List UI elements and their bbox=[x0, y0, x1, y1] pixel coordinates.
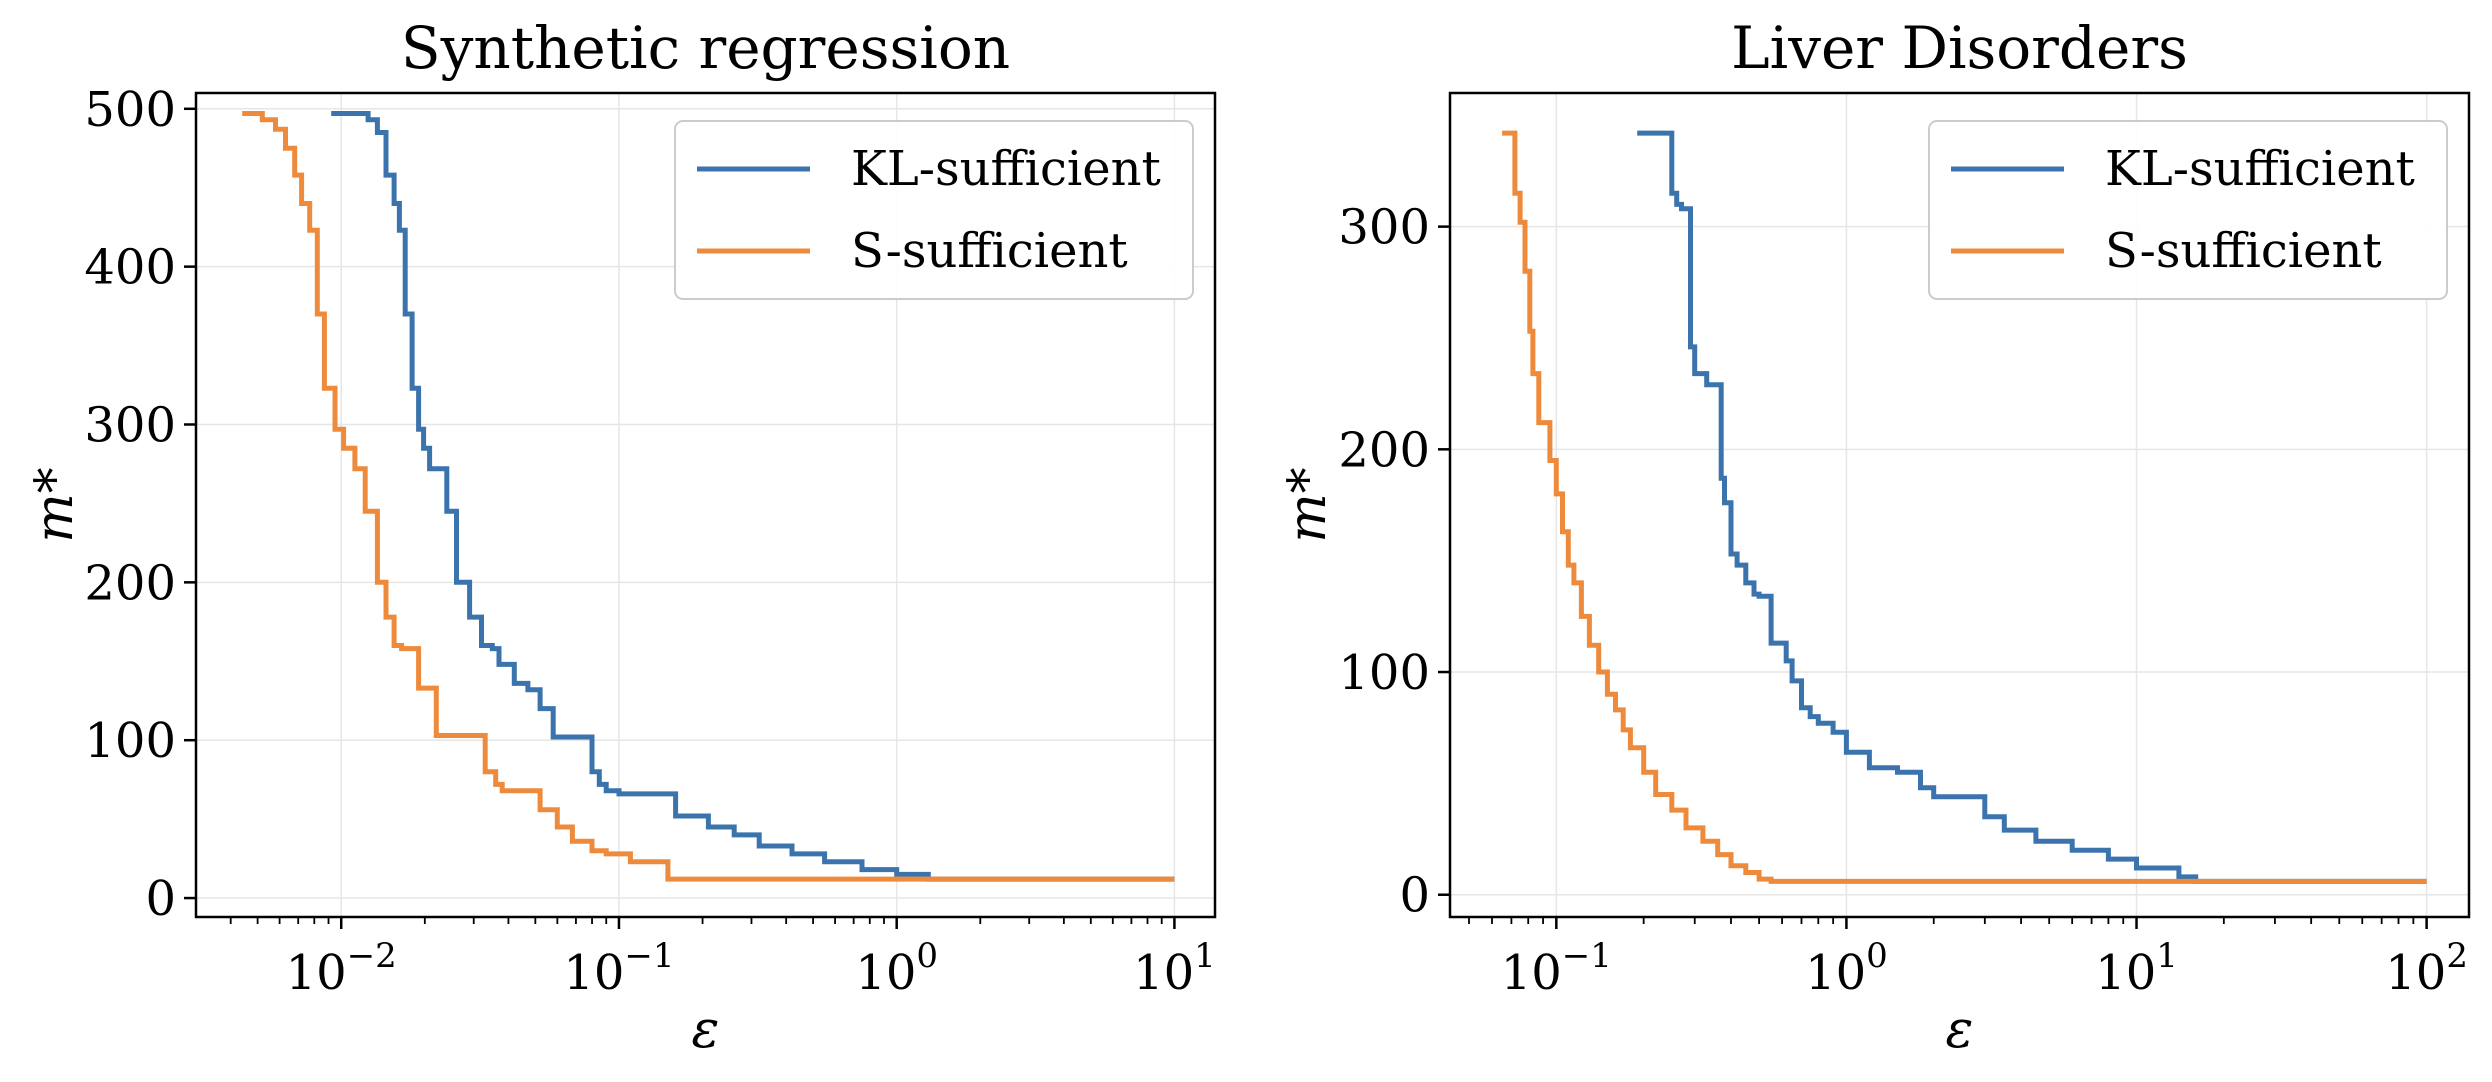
chart-panel-1: 10−2 10−1 100 1010100200300400500Synthetic … bbox=[25, 14, 1217, 1060]
x-tick-label: 10−1 bbox=[1501, 936, 1612, 1001]
x-tick-exponent: −1 bbox=[624, 936, 674, 976]
axes-frame bbox=[194, 91, 1217, 919]
x-tick-base: 10 bbox=[855, 945, 916, 1001]
x-tick-label: 101 bbox=[1133, 936, 1216, 1001]
x-tick-label: 100 bbox=[855, 936, 938, 1001]
x-tick-label: 100 bbox=[1805, 936, 1888, 1001]
x-tick-base: 10 bbox=[2095, 945, 2156, 1001]
y-axis-label: m* bbox=[25, 467, 85, 542]
legend-box bbox=[1928, 120, 2448, 300]
y-axis-label: m* bbox=[1278, 467, 1338, 542]
x-tick-base: 10 bbox=[2385, 945, 2446, 1001]
x-tick-base: 10 bbox=[1501, 945, 1562, 1001]
x-tick-base: 10 bbox=[563, 945, 624, 1001]
y-tick-label: 200 bbox=[1338, 422, 1430, 478]
x-tick-exponent: −1 bbox=[1562, 936, 1612, 976]
x-tick-base: 10 bbox=[1133, 945, 1194, 1001]
y-tick-label: 100 bbox=[1338, 645, 1430, 701]
x-tick-exponent: 1 bbox=[2156, 936, 2178, 976]
y-tick-label: 100 bbox=[84, 713, 176, 769]
legend-box bbox=[674, 120, 1194, 300]
series-line-kl-sufficient bbox=[1637, 130, 2427, 884]
series-line-kl-sufficient bbox=[331, 111, 1175, 882]
y-tick-label: 0 bbox=[145, 871, 176, 927]
legend-label: S-sufficient bbox=[2105, 223, 2382, 279]
axes-frame bbox=[1448, 91, 2471, 919]
x-tick-label: 101 bbox=[2095, 936, 2178, 1001]
x-axis-label: ε bbox=[692, 1000, 720, 1060]
x-tick-exponent: 2 bbox=[2446, 936, 2468, 976]
x-tick-exponent: 0 bbox=[916, 936, 938, 976]
series-line-s-sufficient bbox=[242, 111, 1175, 882]
legend-label: KL-sufficient bbox=[2105, 141, 2415, 197]
x-axis-label: ε bbox=[1946, 1000, 1974, 1060]
x-tick-exponent: −2 bbox=[347, 936, 397, 976]
chart-title: Liver Disorders bbox=[1731, 14, 2188, 82]
chart-title: Synthetic regression bbox=[401, 14, 1010, 82]
y-tick-label: 400 bbox=[84, 240, 176, 296]
x-tick-label: 10−2 bbox=[286, 936, 397, 1001]
legend: KL-sufficient S-sufficient bbox=[1928, 120, 2448, 300]
legend: KL-sufficient S-sufficient bbox=[674, 120, 1194, 300]
x-tick-exponent: 1 bbox=[1194, 936, 1216, 976]
x-tick-label: 10−1 bbox=[563, 936, 674, 1001]
y-tick-label: 300 bbox=[1338, 200, 1430, 256]
legend-label: S-sufficient bbox=[851, 223, 1128, 279]
x-tick-label: 102 bbox=[2385, 936, 2468, 1001]
x-tick-base: 10 bbox=[1805, 945, 1866, 1001]
x-tick-exponent: 0 bbox=[1866, 936, 1888, 976]
series-line-s-sufficient bbox=[1502, 130, 2427, 884]
y-tick-label: 200 bbox=[84, 555, 176, 611]
y-tick-label: 0 bbox=[1399, 868, 1430, 924]
legend-label: KL-sufficient bbox=[851, 141, 1161, 197]
y-tick-label: 500 bbox=[84, 82, 176, 138]
x-tick-base: 10 bbox=[286, 945, 347, 1001]
y-tick-label: 300 bbox=[84, 397, 176, 453]
